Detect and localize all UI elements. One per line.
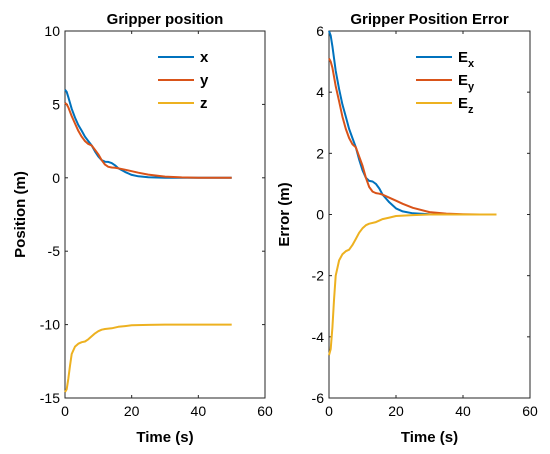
legend-label: E xyxy=(458,49,468,66)
x-tick-label: 60 xyxy=(522,403,538,419)
legend-subscript: y xyxy=(468,81,475,93)
x-tick-label: 60 xyxy=(257,403,273,419)
series-line-x xyxy=(64,89,232,179)
series-line-y xyxy=(64,102,232,179)
legend-entry: Ex xyxy=(458,49,475,70)
y-tick-label: 6 xyxy=(316,23,324,39)
legend-subscript: z xyxy=(468,104,474,116)
y-tick-label: 10 xyxy=(44,23,60,39)
chart-error: 0 20 40 60 -6 -4 -2 0 2 4 6 Gripper Position Error T… xyxy=(276,11,538,446)
legend: xyz xyxy=(158,49,209,112)
series-line-z xyxy=(64,323,232,393)
legend-label: z xyxy=(200,95,208,112)
chart-title: Gripper position xyxy=(107,11,224,28)
y-tick-label: -4 xyxy=(312,329,325,345)
legend-label: y xyxy=(200,72,209,89)
legend-label: E xyxy=(458,72,468,89)
x-axis-label: Time (s) xyxy=(136,429,193,446)
legend-label: E xyxy=(458,95,468,112)
x-tick-label: 20 xyxy=(388,403,404,419)
legend-entry: x xyxy=(200,49,209,66)
y-axis-label: Error (m) xyxy=(276,182,293,246)
y-axis-label: Position (m) xyxy=(12,171,29,258)
x-tick-label: 40 xyxy=(191,403,207,419)
chart-position: 0 20 40 60 -15 -10 -5 0 5 10 Gripper position Time … xyxy=(12,11,273,446)
y-tick-label: 2 xyxy=(316,145,324,161)
series-line-z xyxy=(328,213,497,356)
y-tick-label: -6 xyxy=(312,390,325,406)
y-tick-label: -5 xyxy=(48,243,61,259)
y-tick-label: 0 xyxy=(52,170,60,186)
x-tick-label: 20 xyxy=(124,403,140,419)
series-line-y xyxy=(328,58,497,216)
axes-box xyxy=(64,30,266,399)
legend-entry: z xyxy=(200,95,208,112)
x-tick-label: 0 xyxy=(325,403,333,419)
y-tick-label: -10 xyxy=(40,317,60,333)
legend-label: x xyxy=(200,49,209,66)
x-tick-label: 40 xyxy=(455,403,471,419)
y-tick-label: 0 xyxy=(316,207,324,223)
legend-entry: y xyxy=(200,72,209,89)
legend-entry: Ez xyxy=(458,95,474,116)
y-tick-label: -15 xyxy=(40,390,60,406)
y-tick-label: 5 xyxy=(52,96,60,112)
x-tick-label: 0 xyxy=(61,403,69,419)
x-axis-label: Time (s) xyxy=(401,429,458,446)
y-tick-label: 4 xyxy=(316,84,324,100)
y-tick-label: -2 xyxy=(312,268,325,284)
legend-entry: Ey xyxy=(458,72,475,93)
chart-title: Gripper Position Error xyxy=(350,11,509,28)
legend-subscript: x xyxy=(468,58,475,70)
